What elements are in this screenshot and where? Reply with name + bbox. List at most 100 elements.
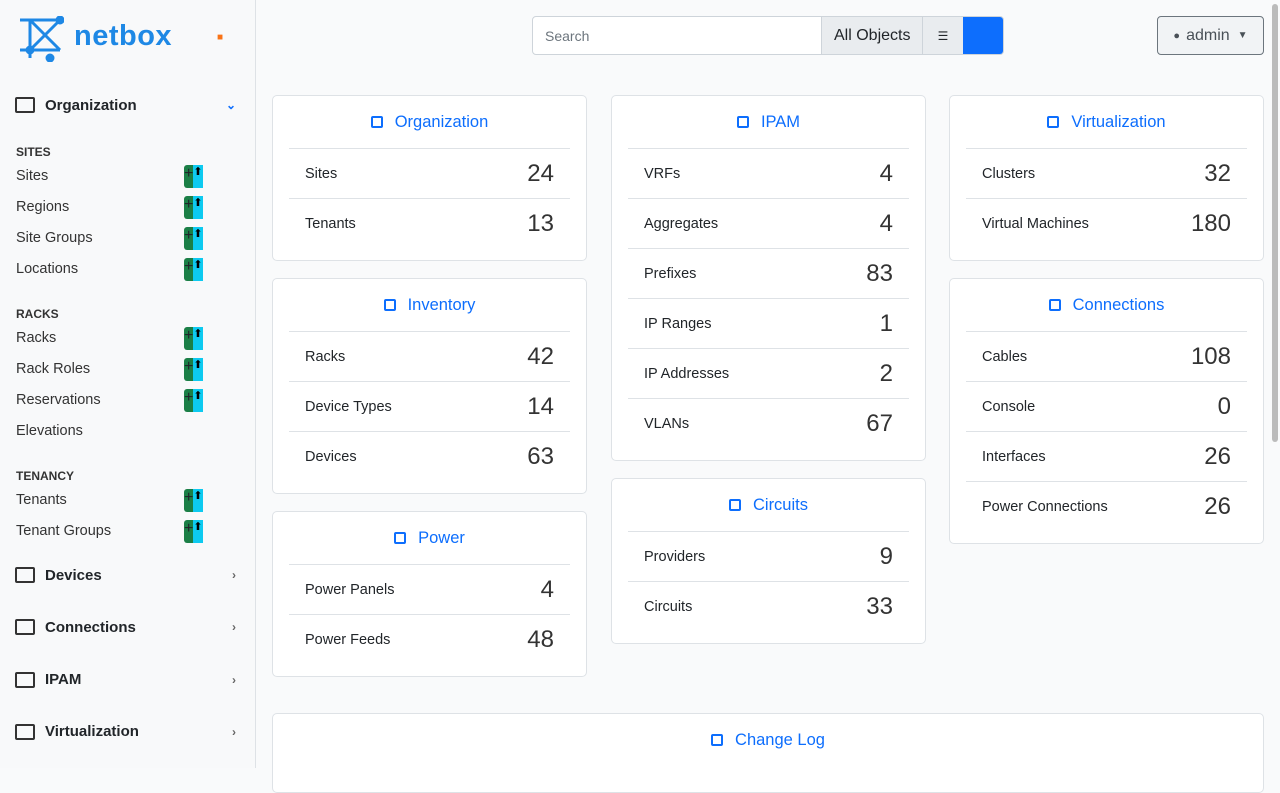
row-count: 14 (527, 392, 554, 420)
dashboard-card: IPAM VRFs 4 Aggregates 4 Prefixes 83 IP Ranges 1… (611, 95, 926, 461)
dashboard-card: Inventory Racks 42 Device Types 14 Devices 63 (272, 278, 587, 494)
import-button[interactable]: ⬆ (193, 165, 203, 188)
scrollbar[interactable] (1272, 4, 1278, 442)
group-heading: TENANCY (16, 469, 75, 483)
search-scope[interactable]: All Objects (821, 17, 922, 54)
row-label: Console (982, 398, 1036, 415)
card-title-text: Power (418, 528, 465, 547)
count-row[interactable]: Aggregates 4 (628, 198, 909, 248)
count-row[interactable]: Providers 9 (628, 531, 909, 581)
brand[interactable]: netbox (74, 20, 173, 52)
card-title-text: Virtualization (1071, 112, 1166, 131)
row-count: 1 (879, 309, 893, 337)
count-row[interactable]: Devices 63 (289, 431, 570, 481)
count-row[interactable]: Interfaces 26 (966, 431, 1247, 481)
count-row[interactable]: Power Connections 26 (966, 481, 1247, 531)
count-row[interactable]: Sites 24 (289, 148, 570, 198)
card-title[interactable]: Organization (273, 96, 586, 148)
row-label: Power Panels (305, 581, 395, 598)
import-button[interactable]: ⬆ (193, 327, 203, 350)
card-title[interactable]: IPAM (612, 96, 925, 148)
menu-section[interactable]: Virtualization › (0, 712, 255, 752)
add-button[interactable]: + (184, 389, 194, 412)
add-button[interactable]: + (184, 258, 194, 281)
card-title-text: Organization (394, 112, 489, 131)
menu-item[interactable]: Elevations (16, 423, 83, 439)
menu-item[interactable]: Racks (16, 330, 57, 346)
row-label: VRFs (644, 165, 681, 182)
card-title[interactable]: Virtualization (950, 96, 1263, 148)
filter-button[interactable]: ☰ (922, 17, 963, 54)
group-heading: SITES (16, 145, 51, 159)
logo-icon (20, 16, 64, 62)
add-button[interactable]: + (184, 327, 194, 350)
menu-label: Organization (45, 96, 137, 114)
import-button[interactable]: ⬆ (193, 196, 203, 219)
count-row[interactable]: Clusters 32 (966, 148, 1247, 198)
menu-item[interactable]: Tenants (16, 492, 67, 508)
row-count: 13 (527, 209, 554, 237)
import-button[interactable]: ⬆ (193, 389, 203, 412)
menu-item[interactable]: Tenant Groups (16, 523, 112, 539)
menu-label: Connections (45, 618, 136, 636)
import-button[interactable]: ⬆ (193, 520, 203, 543)
add-button[interactable]: + (184, 489, 194, 512)
menu-item[interactable]: Locations (16, 261, 79, 277)
menu-item[interactable]: Regions (16, 199, 70, 215)
row-count: 67 (866, 409, 893, 437)
card-title[interactable]: Inventory (273, 279, 586, 331)
count-row[interactable]: Cables 108 (966, 331, 1247, 381)
menu-item[interactable]: Reservations (16, 392, 101, 408)
user-menu[interactable]: ● admin ▼ (1157, 16, 1264, 55)
menu-organization[interactable]: Organization ⌄ (0, 85, 255, 125)
row-count: 48 (527, 625, 554, 653)
count-row[interactable]: Device Types 14 (289, 381, 570, 431)
count-row[interactable]: Power Feeds 48 (289, 614, 570, 664)
card-title[interactable]: Connections (950, 279, 1263, 331)
search-input[interactable]: Search (545, 28, 590, 44)
menu-item[interactable]: Sites (16, 168, 49, 184)
count-row[interactable]: VRFs 4 (628, 148, 909, 198)
count-row[interactable]: Console 0 (966, 381, 1247, 431)
item-buttons: + ⬆ (184, 165, 247, 188)
card-title[interactable]: Power (273, 512, 586, 564)
import-button[interactable]: ⬆ (193, 258, 203, 281)
count-row[interactable]: IP Addresses 2 (628, 348, 909, 398)
add-button[interactable]: + (184, 358, 194, 381)
search-button[interactable] (963, 17, 1003, 54)
import-button[interactable]: ⬆ (193, 227, 203, 250)
count-row[interactable]: Prefixes 83 (628, 248, 909, 298)
pin[interactable]: ■ (217, 32, 224, 43)
import-button[interactable]: ⬆ (193, 358, 203, 381)
add-button[interactable]: + (184, 196, 194, 219)
row-label: Circuits (644, 598, 693, 615)
count-row[interactable]: Racks 42 (289, 331, 570, 381)
menu-section[interactable]: IPAM › (0, 660, 255, 700)
row-count: 63 (527, 442, 554, 470)
dashboard-card: Organization Sites 24 Tenants 13 (272, 95, 587, 261)
row-count: 83 (866, 259, 893, 287)
menu-section[interactable]: Connections › (0, 607, 255, 647)
row-label: Racks (305, 348, 346, 365)
import-button[interactable]: ⬆ (193, 489, 203, 512)
dashboard-card: Virtualization Clusters 32 Virtual Machines… (949, 95, 1264, 261)
count-row[interactable]: IP Ranges 1 (628, 298, 909, 348)
card-title[interactable]: Circuits (612, 479, 925, 531)
row-label: Device Types (305, 398, 392, 415)
add-button[interactable]: + (184, 165, 194, 188)
count-row[interactable]: Circuits 33 (628, 581, 909, 631)
count-row[interactable]: Tenants 13 (289, 198, 570, 248)
item-buttons: + ⬆ (184, 489, 247, 512)
add-button[interactable]: + (184, 227, 194, 250)
card-title-text: Change Log (735, 730, 825, 749)
dashboard-card: Connections Cables 108 Console 0 Interfaces 26… (949, 278, 1264, 544)
count-row[interactable]: Power Panels 4 (289, 564, 570, 614)
card-title[interactable]: Change Log (273, 714, 1263, 766)
menu-item[interactable]: Site Groups (16, 230, 93, 246)
menu-section[interactable]: Devices › (0, 555, 255, 595)
add-button[interactable]: + (184, 520, 194, 543)
count-row[interactable]: VLANs 67 (628, 398, 909, 448)
count-row[interactable]: Virtual Machines 180 (966, 198, 1247, 248)
row-count: 4 (879, 159, 893, 187)
menu-item[interactable]: Rack Roles (16, 361, 91, 377)
